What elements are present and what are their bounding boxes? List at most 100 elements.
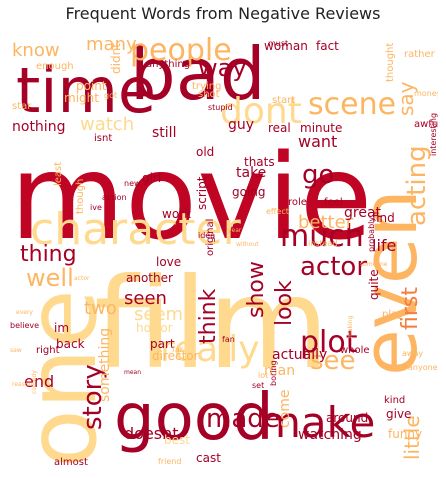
- word-end: end: [24, 372, 55, 391]
- word-kind: kind: [384, 395, 406, 406]
- word-film: film: [94, 252, 330, 397]
- word-money: money: [414, 89, 438, 98]
- word-better: better: [298, 212, 354, 233]
- word-scene: scene: [308, 87, 397, 122]
- word-might: might: [64, 91, 99, 105]
- word-star: star: [12, 101, 32, 112]
- word-quite: quite: [367, 269, 381, 300]
- word-awful: awful: [414, 119, 438, 130]
- word-fan: fan: [222, 335, 235, 344]
- word-stupid: stupid: [208, 103, 233, 112]
- word-seen: seen: [124, 288, 167, 309]
- word-time: time: [16, 54, 157, 127]
- word-interesting: interesting: [429, 112, 438, 156]
- word-great: great: [344, 205, 382, 221]
- word-whole: whole: [340, 345, 370, 356]
- word-shot: shot: [198, 89, 220, 100]
- word-anyone: anyone: [408, 363, 438, 372]
- word-comedy: comedy: [31, 370, 38, 394]
- word-script: script: [195, 176, 209, 210]
- word-give: give: [386, 407, 412, 421]
- word-girl: girl: [142, 171, 162, 185]
- word-show: show: [244, 261, 269, 318]
- word-many: many: [86, 34, 137, 55]
- word-anything: anything: [146, 59, 191, 70]
- word-around: around: [326, 411, 369, 425]
- word-actor: actor: [300, 252, 368, 282]
- word-friend: friend: [158, 457, 182, 466]
- word-way: way: [198, 54, 247, 82]
- word-real: real: [268, 121, 291, 135]
- word-want: want: [298, 132, 338, 151]
- word-nothing: nothing: [12, 119, 66, 135]
- word-going: going: [232, 185, 266, 199]
- word-idea: idea: [198, 231, 216, 240]
- word-making: making: [347, 315, 354, 338]
- word-life: life: [372, 236, 397, 255]
- word-effect: effect: [266, 207, 289, 216]
- word-away: away: [402, 349, 424, 358]
- word-go: go: [302, 160, 335, 190]
- word-good: good: [114, 381, 274, 455]
- word-watch: watch: [80, 114, 135, 135]
- word-every: every: [16, 309, 33, 316]
- word-know: know: [12, 40, 60, 61]
- word-acting: acting: [402, 145, 432, 226]
- word-director: director: [152, 349, 199, 363]
- word-still: still: [152, 125, 177, 141]
- word-action: action: [102, 193, 127, 202]
- word-must: must: [268, 39, 289, 48]
- word-rather: rather: [404, 49, 435, 60]
- word-new: new: [124, 179, 141, 188]
- word-start: start: [272, 95, 296, 106]
- word-thought: thought: [385, 42, 396, 82]
- word-made: made: [206, 404, 280, 434]
- word-fact: fact: [316, 39, 339, 53]
- word-much: much: [280, 219, 364, 254]
- word-mean: mean: [124, 369, 142, 376]
- word-plot: plot: [300, 325, 358, 360]
- word-see: see: [310, 346, 356, 376]
- word-look: look: [272, 280, 297, 326]
- word-doesnt: doesnt: [124, 424, 179, 443]
- word-instead: instead: [308, 239, 338, 248]
- word-didnt: didnt: [109, 43, 123, 74]
- word-back: back: [56, 337, 85, 351]
- word-woman: woman: [264, 39, 308, 53]
- word-find: find: [372, 211, 395, 225]
- word-boring: boring: [269, 360, 278, 386]
- word-another: another: [126, 271, 173, 285]
- word-least: least: [53, 161, 64, 186]
- word-lot: lot: [258, 371, 269, 380]
- word-watching: watching: [298, 427, 362, 443]
- word-movie: movie: [10, 128, 373, 266]
- word-actually: actually: [272, 347, 328, 363]
- word-horror: horror: [136, 321, 173, 335]
- word-make: make: [260, 398, 376, 447]
- word-got: got: [104, 91, 118, 100]
- word-well: well: [26, 264, 74, 292]
- word-something: something: [97, 327, 113, 402]
- word-work: work: [162, 207, 192, 221]
- word-trying: trying: [192, 81, 222, 92]
- word-isnt: isnt: [94, 133, 113, 144]
- word-part: part: [150, 337, 175, 351]
- word-guy: guy: [228, 117, 255, 133]
- word-enough: enough: [36, 61, 74, 72]
- word-bad: bad: [130, 32, 266, 116]
- word-come: come: [277, 389, 293, 428]
- word-ive: ive: [90, 203, 102, 212]
- word-best: best: [164, 433, 190, 447]
- word-take: take: [236, 165, 267, 181]
- word-minute: minute: [300, 121, 343, 135]
- word-people: people: [130, 33, 232, 68]
- word-role: role: [288, 197, 307, 208]
- word-two: two: [84, 298, 117, 319]
- word-though: though: [75, 178, 86, 214]
- word-believe: believe: [10, 321, 40, 330]
- word-play: play: [382, 309, 404, 320]
- word-thats: thats: [244, 155, 275, 169]
- word-say: say: [394, 81, 418, 116]
- word-year: year: [228, 227, 242, 234]
- word-cast: cast: [196, 451, 221, 465]
